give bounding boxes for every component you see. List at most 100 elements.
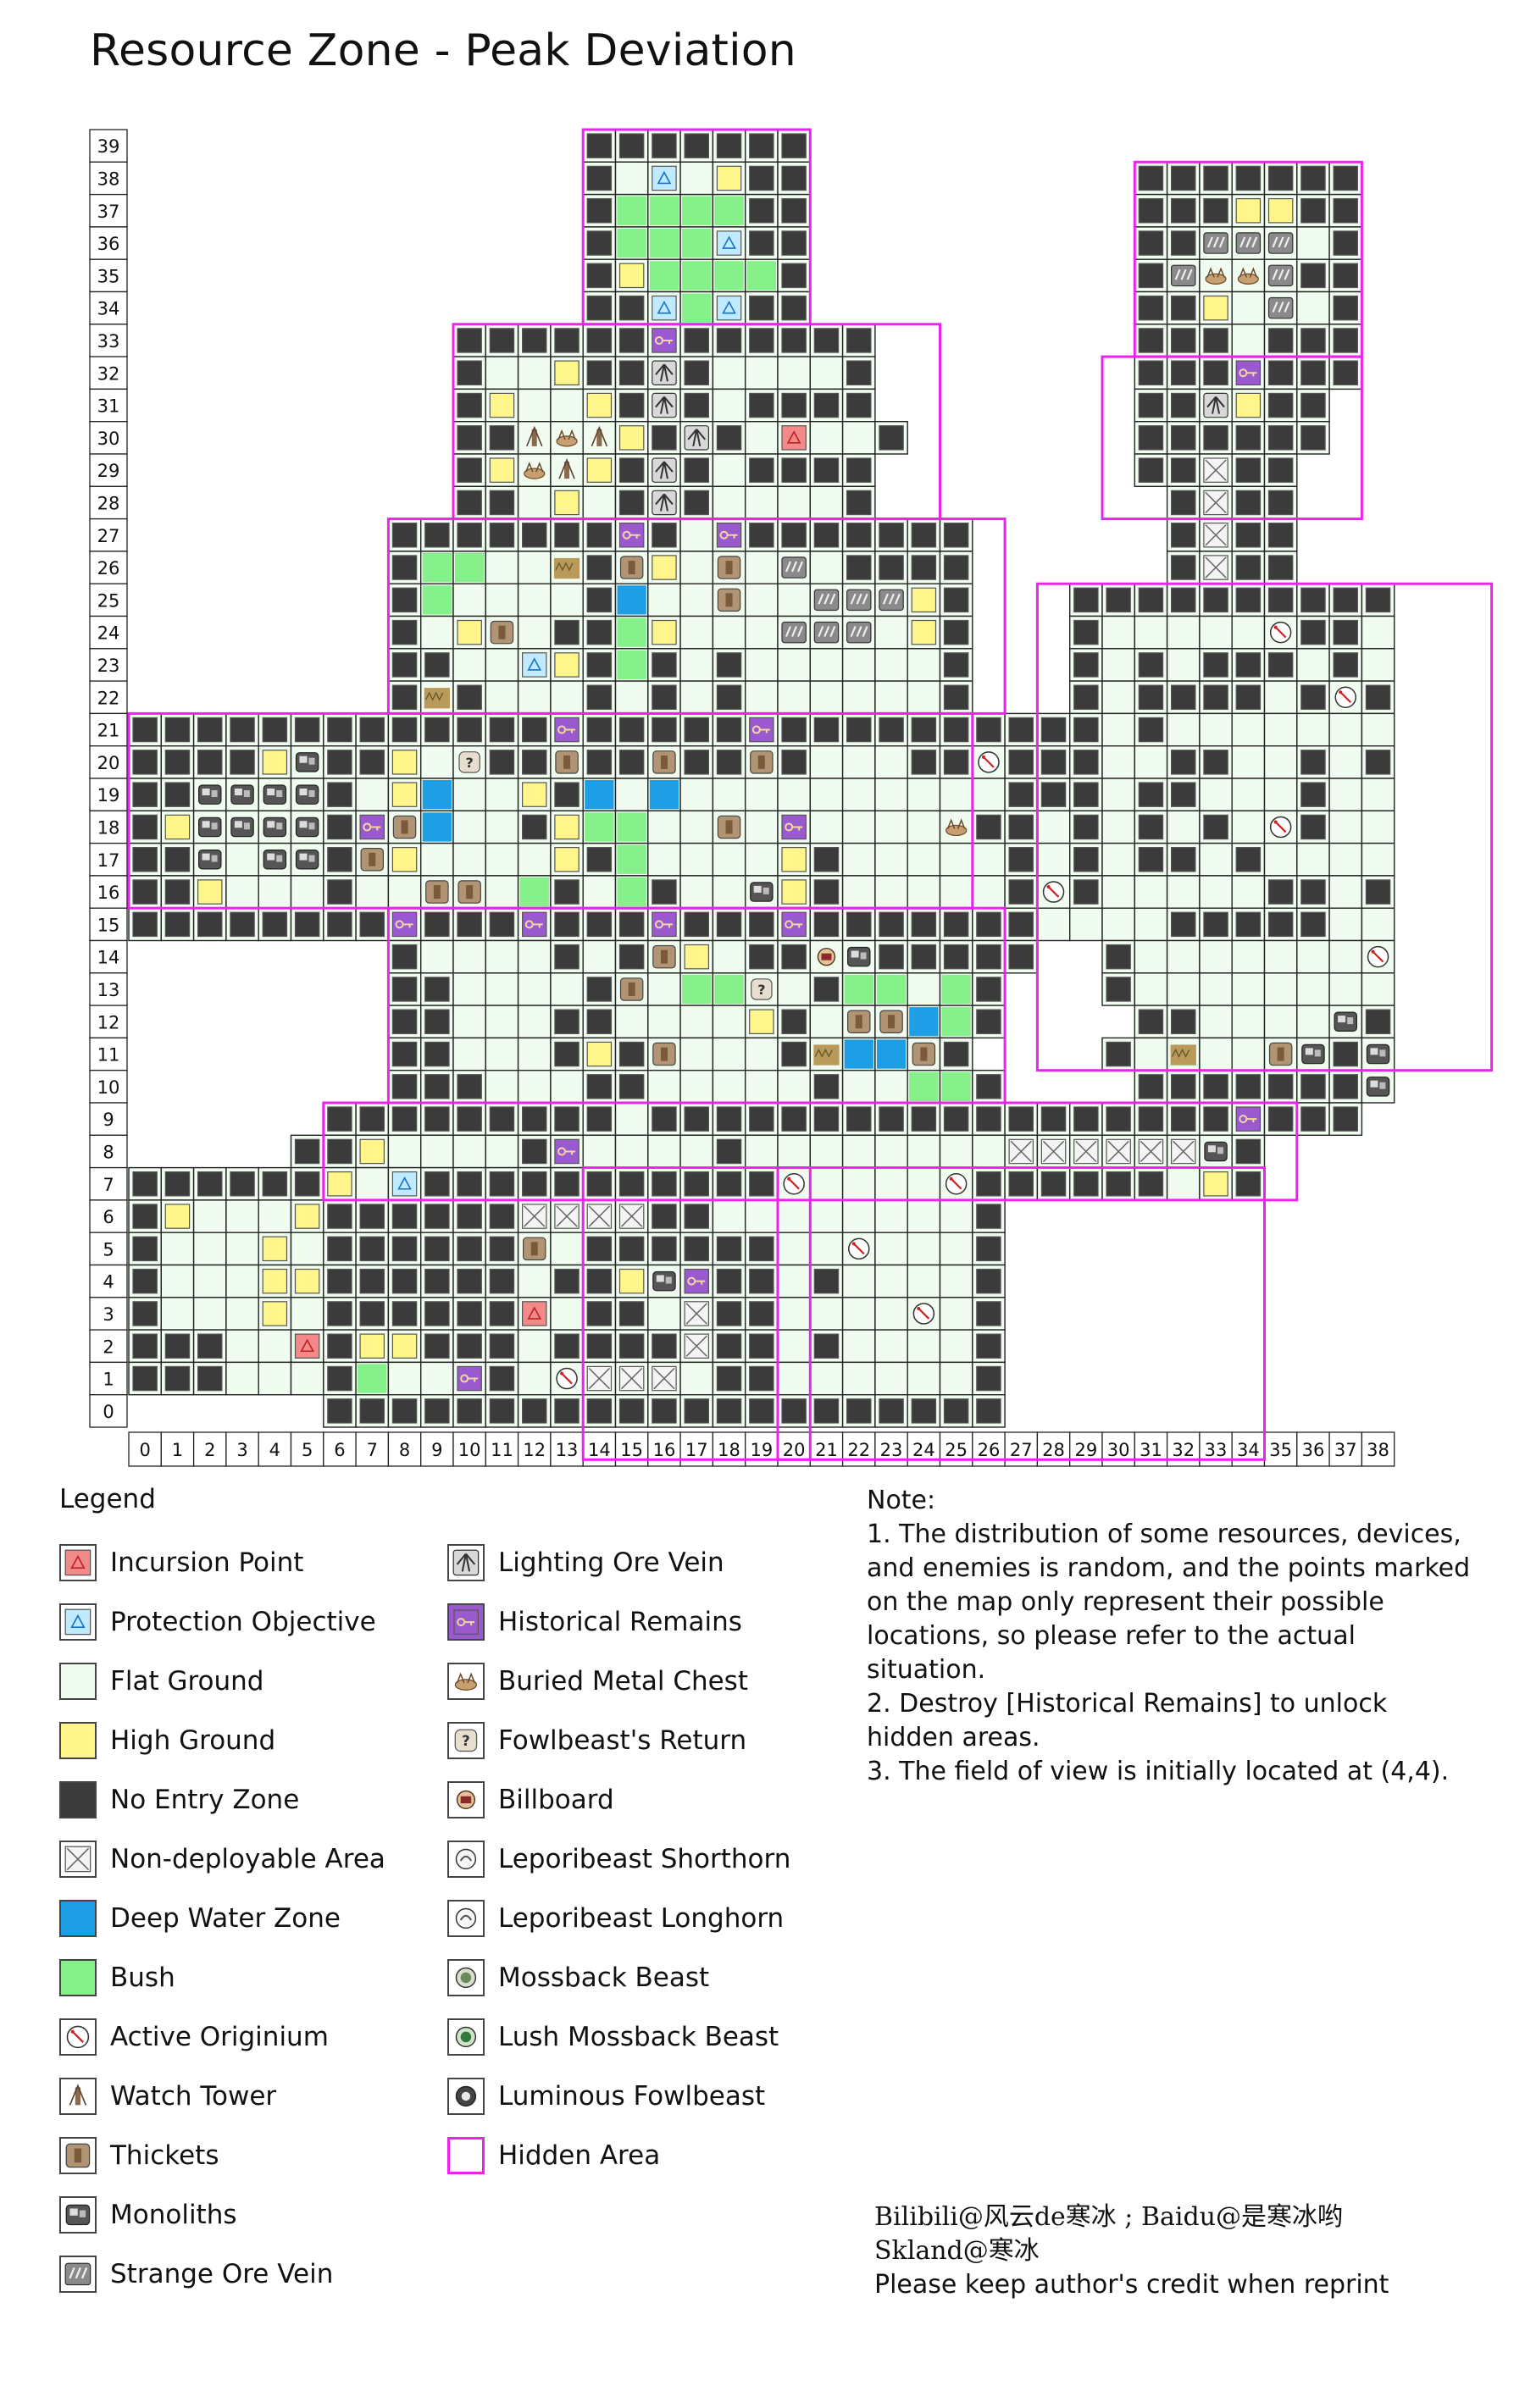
no-entry-cell — [841, 1102, 876, 1136]
flat-ground-cell — [841, 1199, 876, 1233]
no-entry-cell — [452, 1393, 486, 1428]
svg-text:8: 8 — [399, 1440, 410, 1460]
flat-ground-cell — [1036, 810, 1071, 844]
legend-item: Watch Tower — [59, 2075, 276, 2117]
flat-ground-cell — [1296, 939, 1330, 974]
no-entry-cell — [777, 1393, 811, 1428]
svg-text:9: 9 — [431, 1440, 442, 1460]
no-entry-cell — [355, 712, 390, 747]
y-axis-label: 9 — [89, 1102, 128, 1136]
no-entry-cell — [550, 1166, 584, 1201]
y-axis-label: 7 — [89, 1166, 128, 1201]
deep-water-cell — [647, 778, 681, 811]
svg-text:0: 0 — [103, 1402, 114, 1422]
thickets-cell — [712, 551, 746, 584]
x-axis-label: 8 — [387, 1431, 422, 1467]
historical-remains-cell — [550, 712, 584, 747]
no-entry-cell — [1263, 388, 1298, 423]
thickets-cell — [387, 810, 422, 844]
fowlbeast-return-icon: ? — [447, 1722, 485, 1759]
no-entry-cell — [517, 1166, 552, 1201]
flat-ground-cell — [1166, 648, 1201, 682]
monoliths-cell — [745, 875, 779, 909]
monoliths-icon — [59, 2196, 97, 2234]
y-axis-label: 39 — [89, 129, 128, 163]
no-entry-cell — [1231, 583, 1266, 617]
no-entry-cell — [582, 129, 617, 163]
flat-ground-cell — [420, 939, 454, 974]
high-ground-cell — [485, 453, 519, 487]
legend-item-label: Luminous Fowlbeast — [498, 2081, 766, 2112]
flat-ground-cell — [192, 1232, 227, 1266]
no-entry-cell — [128, 1264, 162, 1298]
no-entry-cell — [323, 1102, 357, 1136]
flat-ground-cell — [874, 680, 908, 715]
no-entry-cell — [907, 907, 941, 942]
flat-ground-cell — [777, 1264, 811, 1298]
no-entry-cell — [160, 907, 195, 942]
flat-ground-cell — [420, 1361, 454, 1396]
page-title: Resource Zone - Peak Deviation — [90, 25, 796, 76]
legend-item: Thickets — [59, 2134, 219, 2177]
high-ground-cell — [647, 551, 681, 584]
flat-ground-cell — [939, 1199, 973, 1233]
flat-ground-cell — [907, 875, 941, 909]
flat-ground-cell — [907, 1166, 941, 1201]
no-entry-cell — [1231, 518, 1266, 552]
thickets-cell — [614, 551, 649, 584]
svg-text:37: 37 — [97, 202, 120, 222]
no-entry-cell — [1101, 972, 1135, 1006]
no-entry-cell — [1328, 1037, 1363, 1071]
no-entry-cell — [452, 388, 486, 423]
flat-ground-cell — [1134, 972, 1168, 1006]
no-entry-cell — [420, 1037, 454, 1071]
no-entry-cell — [582, 1329, 617, 1364]
flat-ground-cell — [517, 680, 552, 715]
no-entry-cell — [874, 1102, 908, 1136]
flat-ground-cell — [517, 615, 552, 650]
high-ground-cell — [387, 778, 422, 811]
no-entry-cell — [939, 1102, 973, 1136]
no-entry-cell — [907, 551, 941, 584]
no-entry-cell — [485, 1361, 519, 1396]
note-line-2: 2. Destroy [Historical Remains] to unloc… — [867, 1689, 1388, 1752]
flat-ground-cell — [1199, 972, 1233, 1006]
hidden-area-icon — [447, 2137, 485, 2174]
flat-ground-cell — [1328, 810, 1363, 844]
no-entry-cell — [1166, 680, 1201, 715]
flat-ground-cell — [809, 1232, 844, 1266]
no-entry-cell — [1166, 453, 1201, 487]
flat-ground-cell — [1199, 778, 1233, 811]
no-entry-cell — [355, 1393, 390, 1428]
no-entry-cell — [1068, 875, 1103, 909]
protection-objective-cell — [712, 291, 746, 325]
svg-text:35: 35 — [97, 266, 120, 286]
svg-text:12: 12 — [97, 1012, 120, 1032]
no-entry-cell — [225, 712, 259, 747]
no-entry-cell — [323, 778, 357, 811]
svg-text:21: 21 — [815, 1440, 838, 1460]
flat-ground-cell — [647, 1134, 681, 1169]
no-entry-cell — [1134, 161, 1168, 196]
no-entry-cell — [160, 875, 195, 909]
strange-ore-vein-cell — [809, 583, 844, 617]
no-entry-cell — [1361, 745, 1395, 779]
high-ground-cell — [614, 421, 649, 455]
flat-ground-cell — [258, 1199, 292, 1233]
flat-ground-cell — [517, 1264, 552, 1298]
no-entry-cell — [258, 907, 292, 942]
flat-ground-cell — [1101, 648, 1135, 682]
flat-ground-cell — [290, 1232, 324, 1266]
high-ground-cell — [192, 875, 227, 909]
no-entry-cell — [323, 1297, 357, 1331]
historical-remains-cell — [777, 810, 811, 844]
no-entry-cell — [712, 1393, 746, 1428]
flat-ground-cell — [1231, 291, 1266, 325]
no-entry-cell — [128, 1199, 162, 1233]
thickets-cell — [614, 972, 649, 1006]
no-entry-cell — [485, 1297, 519, 1331]
watch-tower-cell — [550, 453, 584, 487]
no-entry-cell — [582, 972, 617, 1006]
no-entry-cell — [387, 972, 422, 1006]
flat-ground-cell — [1296, 226, 1330, 260]
